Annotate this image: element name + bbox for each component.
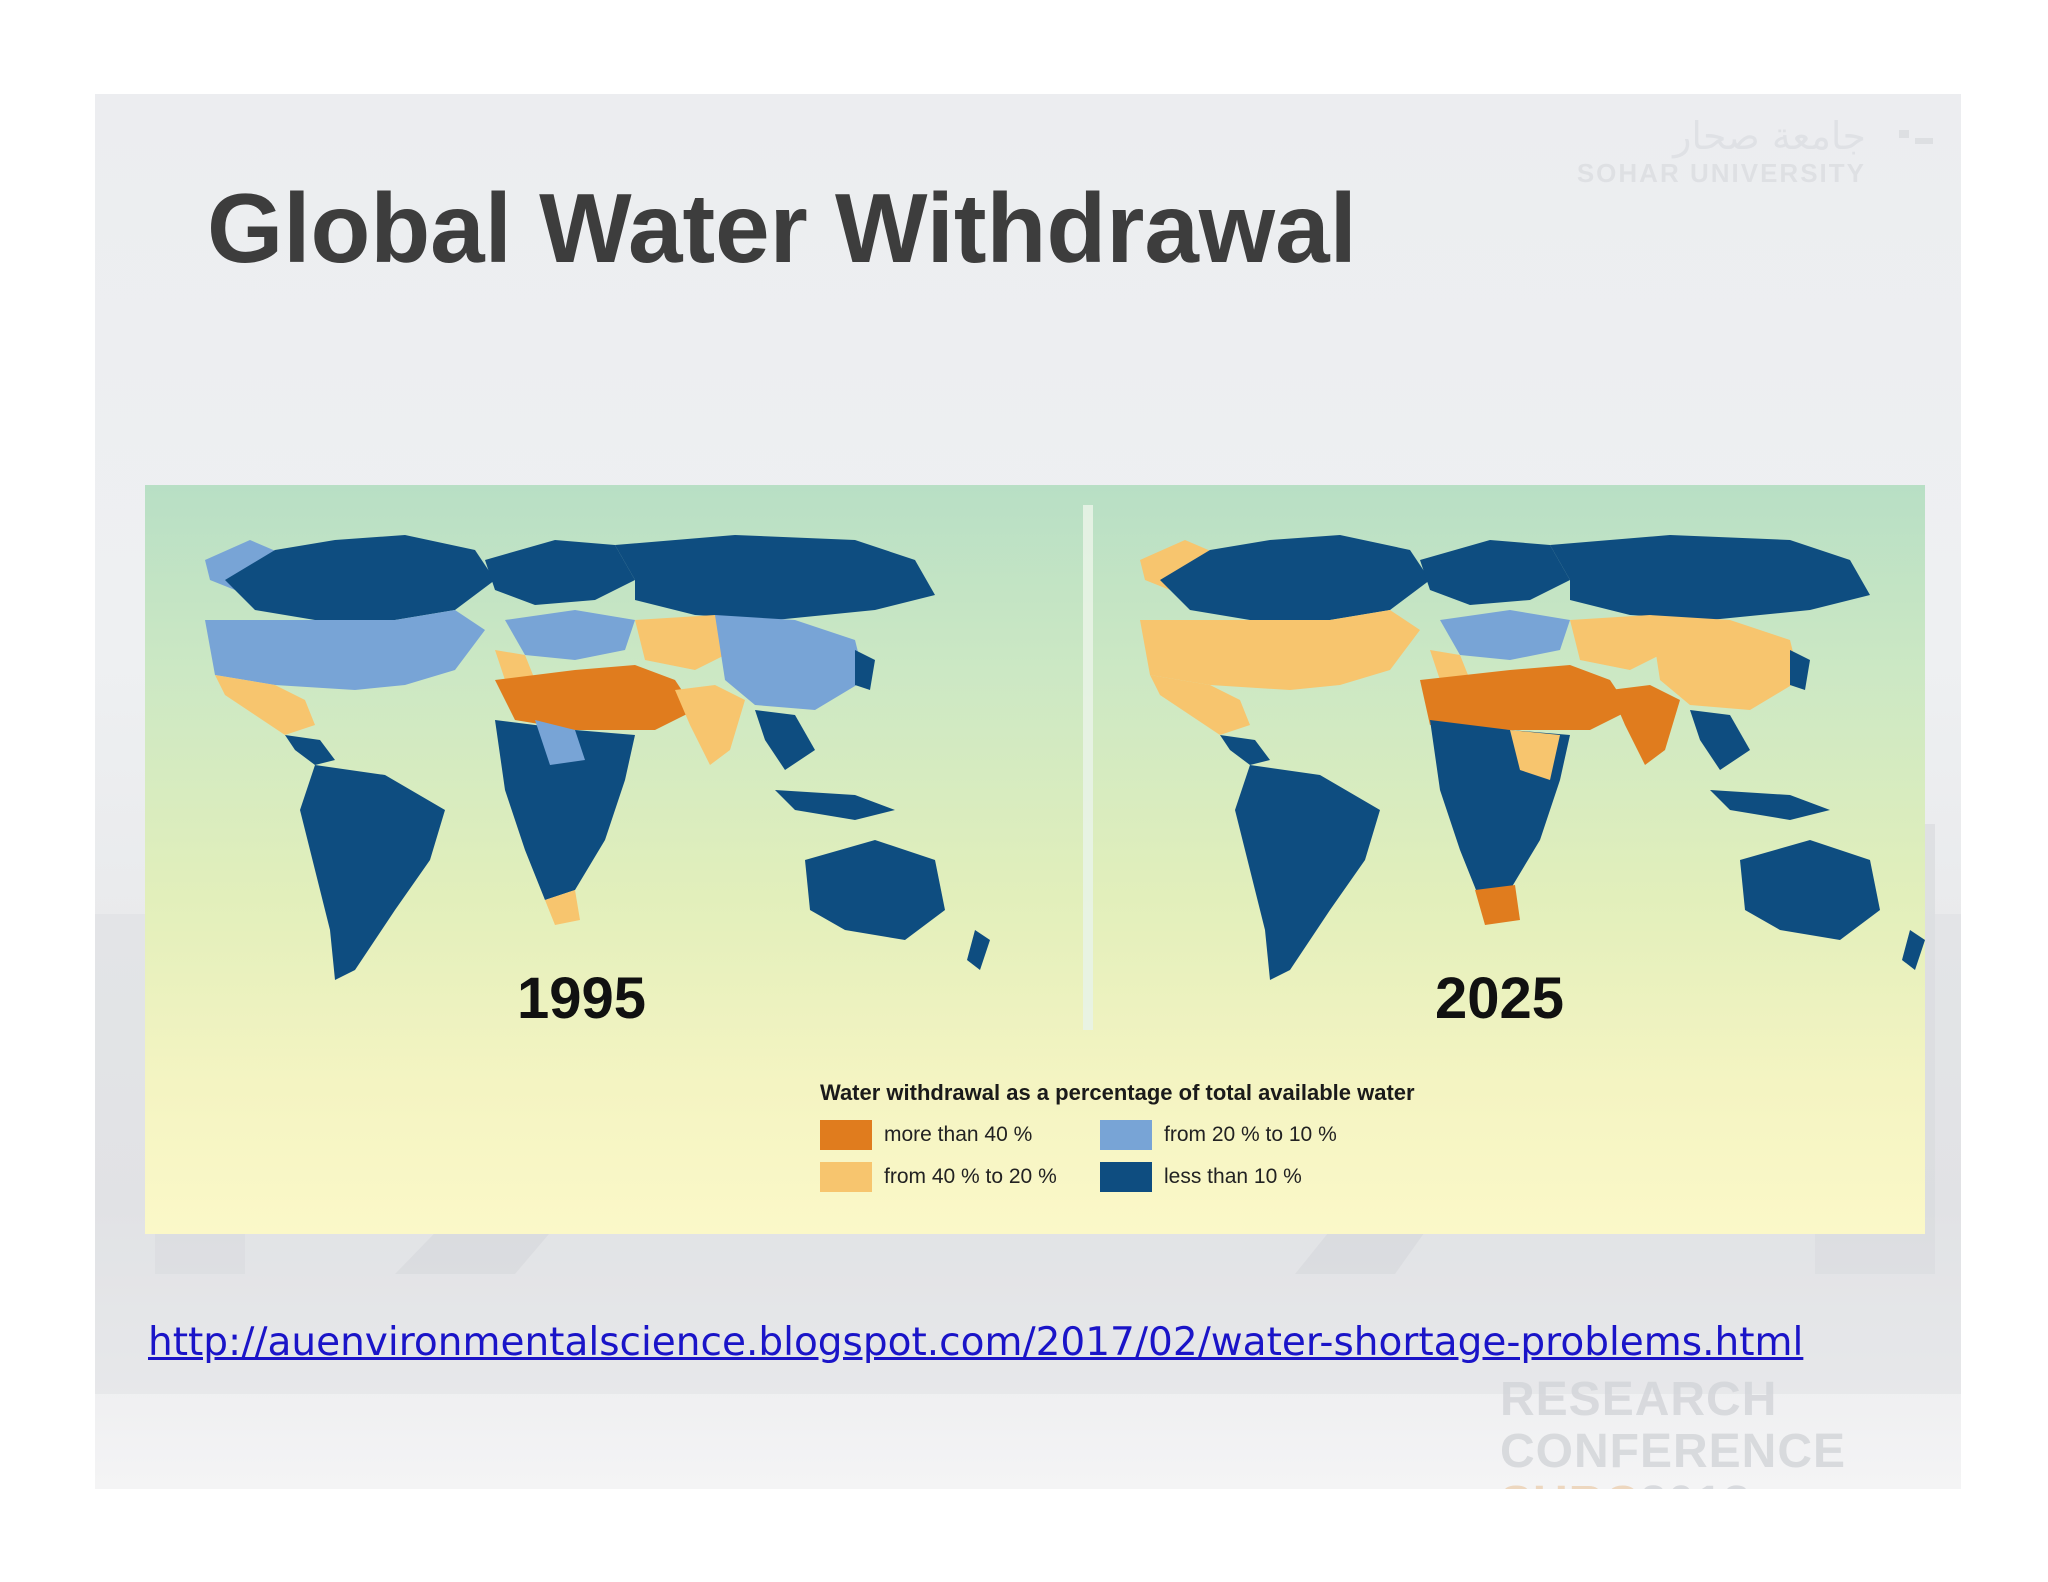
source-link[interactable]: http://auenvironmentalscience.blogspot.c… (148, 1320, 1804, 1365)
university-name-arabic: جامعة صحار (1673, 114, 1866, 158)
year-label-2025: 2025 (1435, 966, 1565, 1031)
legend-item-20-to-10: from 20 % to 10 % (1100, 1120, 1380, 1150)
university-name-latin: SOHAR UNIVERSITY (1576, 158, 1866, 188)
legend-swatch-20-to-10 (1100, 1120, 1152, 1150)
slide-title: Global Water Withdrawal (207, 173, 1357, 283)
withdrawal-map-figure: 1995 2025 Water withdrawal as a percenta… (145, 485, 1925, 1234)
legend-swatch-40-to-20 (820, 1162, 872, 1192)
legend-item-more-than-40: more than 40 % (820, 1120, 1100, 1150)
year-label-1995: 1995 (517, 966, 647, 1031)
world-map-2025 (1140, 535, 1925, 980)
map-legend: Water withdrawal as a percentage of tota… (820, 1080, 1415, 1192)
legend-label-less-than-10: less than 10 % (1164, 1165, 1302, 1188)
conference-watermark-surc: SURC (1500, 1477, 1640, 1490)
world-map-1995 (205, 535, 990, 980)
map-divider (1083, 505, 1093, 1030)
slide: جامعة صحار SOHAR UNIVERSITY Global Water… (95, 94, 1961, 1489)
conference-watermark: RESEARCH CONFERENCE SURC2018 (1500, 1373, 1961, 1490)
legend-swatch-less-than-10 (1100, 1162, 1152, 1192)
legend-label-20-to-10: from 20 % to 10 % (1164, 1123, 1337, 1146)
legend-label-more-than-40: more than 40 % (884, 1123, 1033, 1146)
legend-item-40-to-20: from 40 % to 20 % (820, 1162, 1100, 1192)
conference-watermark-year: 2018 (1640, 1477, 1751, 1490)
legend-items: more than 40 % from 20 % to 10 % from 40… (820, 1120, 1415, 1192)
university-logo-watermark: جامعة صحار SOHAR UNIVERSITY (1577, 114, 1866, 189)
legend-title: Water withdrawal as a percentage of tota… (820, 1080, 1415, 1105)
university-emblem-icon (1899, 130, 1933, 144)
legend-swatch-more-than-40 (820, 1120, 872, 1150)
conference-watermark-line1: RESEARCH CONFERENCE (1500, 1373, 1847, 1478)
conference-watermark-line2: SURC2018 (1500, 1477, 1961, 1490)
legend-label-40-to-20: from 40 % to 20 % (884, 1165, 1057, 1188)
legend-item-less-than-10: less than 10 % (1100, 1162, 1380, 1192)
